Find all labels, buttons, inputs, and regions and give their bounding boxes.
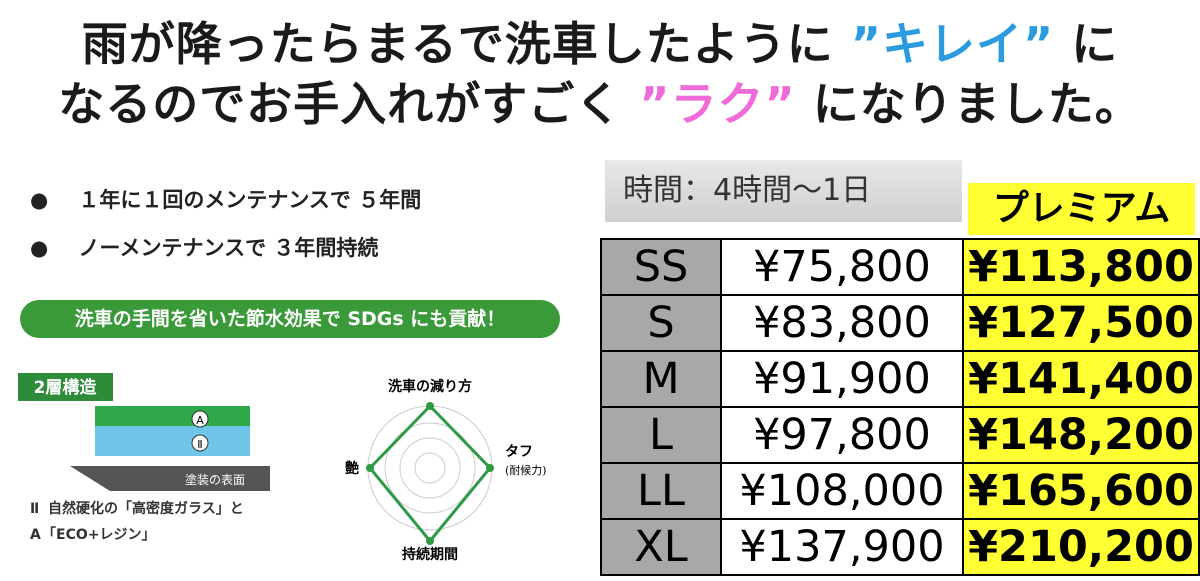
text: になりました。 <box>795 77 1142 131</box>
price: ¥97,800 <box>720 406 964 464</box>
size: M <box>600 350 722 408</box>
text: 雨が降ったらまるで洗車したように <box>81 17 851 71</box>
banner: 洗車の手間を省いた節水効果で SDGs にも貢献！ <box>20 300 560 338</box>
headline-2: なるのでお手入れがすごく ”ラク” になりました。 <box>0 68 1200 134</box>
size: S <box>600 294 722 352</box>
text: に <box>1054 17 1119 71</box>
diagram: 2層構造 A Ⅱ 塗装の表面 Ⅱ 自然硬化の「高密度ガラス」と A 「ECO+レ… <box>18 373 547 563</box>
mark: Ⅱ <box>30 501 39 517</box>
size: LL <box>600 462 722 520</box>
price: ¥91,900 <box>720 350 964 408</box>
radar-label: タフ <box>505 444 533 460</box>
row: M ¥91,900 ¥141,400 <box>600 350 1200 408</box>
row: LL ¥108,000 ¥165,600 <box>600 462 1200 520</box>
premium-header: プレミアム <box>968 183 1195 235</box>
highlight: ”ラク” <box>639 77 796 131</box>
price: ¥165,600 <box>962 462 1200 520</box>
highlight: ”キレイ” <box>850 17 1055 71</box>
price: ¥83,800 <box>720 294 964 352</box>
price: ¥127,500 <box>962 294 1200 352</box>
row: SS ¥75,800 ¥113,800 <box>600 238 1200 296</box>
price: ¥108,000 <box>720 462 964 520</box>
headline-1: 雨が降ったらまるで洗車したように ”キレイ” に <box>0 8 1200 74</box>
mark: A <box>30 527 41 543</box>
time-label: 時間：4時間〜1日 <box>605 160 962 222</box>
layer-title: 2層構造 <box>34 377 98 398</box>
note: 自然硬化の「高密度ガラス」と <box>48 500 244 517</box>
mark: Ⅱ <box>197 438 202 451</box>
size: XL <box>600 518 722 576</box>
radar-label: (耐候力) <box>505 463 547 477</box>
text: なるのでお手入れがすごく <box>58 77 640 131</box>
size: L <box>600 406 722 464</box>
size: SS <box>600 238 722 296</box>
radar-label: 持続期間 <box>402 546 458 563</box>
price: ¥141,400 <box>962 350 1200 408</box>
price-table: SS ¥75,800 ¥113,800 S ¥83,800 ¥127,500 M ¥91,90… <box>600 238 1200 576</box>
price: ¥113,800 <box>962 238 1200 296</box>
note: 「ECO+レジン」 <box>42 526 155 543</box>
mark: A <box>196 414 204 427</box>
bullet: ノーメンテナンスで ３年間持続 <box>30 232 378 262</box>
price: ¥75,800 <box>720 238 964 296</box>
bullet: １年に１回のメンテナンスで ５年間 <box>30 184 421 214</box>
price: ¥137,900 <box>720 518 964 576</box>
price: ¥148,200 <box>962 406 1200 464</box>
label: 塗装の表面 <box>185 472 245 487</box>
radar-label: 洗車の減り方 <box>388 378 472 395</box>
row: S ¥83,800 ¥127,500 <box>600 294 1200 352</box>
radar-label: 艶 <box>345 460 359 477</box>
row: XL ¥137,900 ¥210,200 <box>600 518 1200 576</box>
price: ¥210,200 <box>962 518 1200 576</box>
row: L ¥97,800 ¥148,200 <box>600 406 1200 464</box>
